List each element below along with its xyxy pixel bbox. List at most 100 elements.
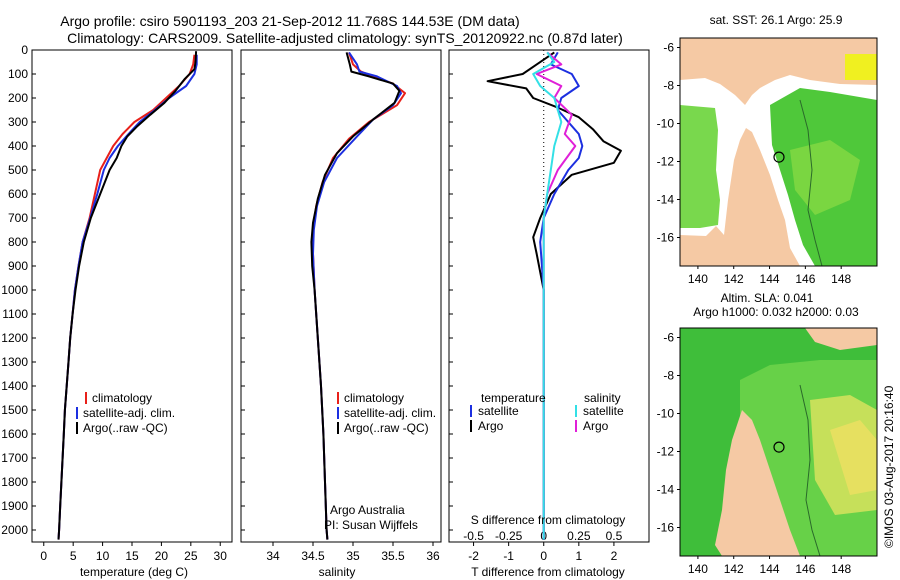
- temperature-line-climatology: [57, 54, 196, 540]
- map-lat-tick-label: -16: [657, 231, 675, 245]
- map-lat-tick-label: -10: [657, 117, 675, 131]
- map-lon-tick-label: 146: [795, 562, 815, 576]
- map-lon-tick-label: 148: [831, 272, 851, 286]
- sla-map-frame: [679, 327, 878, 557]
- map-lon-tick-label: 142: [724, 562, 744, 576]
- depth-tick-label: 1500: [1, 403, 28, 417]
- depth-tick-label: 300: [8, 115, 28, 129]
- s-difference-tick-label: 0.5: [606, 529, 623, 543]
- sst-patch-warm: [845, 54, 877, 80]
- map-lat-tick-label: -10: [657, 407, 675, 421]
- map-lat-tick-label: -14: [657, 483, 675, 497]
- sla-map: [680, 328, 877, 556]
- temperature-series: [57, 51, 198, 540]
- map-lon-tick-label: 148: [831, 562, 851, 576]
- difference-line-temperature-argo: [486, 51, 622, 540]
- legend-label-salinity-argo: Argo: [583, 419, 609, 433]
- sla-map-title-line1: Altim. SLA: 0.041: [721, 291, 814, 305]
- temperature-legend: climatology satellite-adj. clim. Argo(..…: [76, 391, 175, 435]
- map-lon-tick-label: 146: [795, 272, 815, 286]
- map-lat-tick-label: -6: [663, 41, 674, 55]
- depth-tick-label: 1000: [1, 283, 28, 297]
- difference-x-tick-label: 2: [611, 549, 618, 563]
- legend-label-argo: Argo(..raw -QC): [83, 421, 168, 435]
- depth-tick-label: 200: [8, 91, 28, 105]
- map-lat-tick-label: -12: [657, 155, 675, 169]
- map-lat-tick-label: -16: [657, 521, 675, 535]
- salinity-line-satellite-adj-clim-: [312, 51, 402, 540]
- map-lon-tick-label: 140: [688, 562, 708, 576]
- salinity-x-axis: 34 34.5 35 35.5 36: [266, 542, 440, 563]
- temperature-x-tick-label: 5: [70, 549, 77, 563]
- temperature-xlabel: temperature (deg C): [80, 565, 188, 579]
- figure-title-line2: Climatology: CARS2009. Satellite-adjuste…: [67, 30, 623, 46]
- salinity-x-tick-label: 35: [346, 549, 360, 563]
- land-cape-york: [715, 410, 800, 556]
- annotation-pi: PI: Susan Wijffels: [324, 518, 418, 532]
- s-difference-xlabel: S difference from climatology: [471, 513, 626, 527]
- depth-tick-label: 1300: [1, 355, 28, 369]
- salinity-xlabel: salinity: [319, 565, 356, 579]
- depth-tick-label: 1200: [1, 331, 28, 345]
- depth-tick-label: 0: [21, 43, 28, 57]
- legend-heading-temperature: temperature: [481, 391, 546, 405]
- legend-label-salinity-satellite: satellite: [583, 404, 624, 418]
- difference-x-tick-label: -2: [468, 549, 479, 563]
- difference-line-temperature-satellite: [539, 51, 584, 540]
- legend-label-argo: Argo(..raw -QC): [344, 421, 429, 435]
- sst-patch-west: [680, 105, 720, 228]
- salinity-legend: climatology satellite-adj. clim. Argo(..…: [337, 391, 436, 435]
- s-difference-tick-label: 0.25: [567, 529, 591, 543]
- map-lon-tick-label: 142: [724, 272, 744, 286]
- map-lon-tick-label: 144: [760, 272, 780, 286]
- difference-line-salinity-argo: [535, 51, 577, 540]
- map-lat-tick-label: -6: [663, 331, 674, 345]
- difference-x-tick-label: 1: [575, 549, 582, 563]
- depth-tick-label: 1400: [1, 379, 28, 393]
- map-lat-tick-label: -12: [657, 445, 675, 459]
- difference-panel-frame: [448, 49, 650, 543]
- bathymetry-contour: [799, 384, 821, 556]
- s-difference-tick-label: -0.5: [463, 529, 484, 543]
- temperature-x-tick-label: 0: [40, 549, 47, 563]
- bathymetry-contour: [799, 99, 823, 266]
- map-lat-tick-label: -8: [663, 79, 674, 93]
- temperature-x-tick-label: 30: [214, 549, 228, 563]
- depth-tick-label: 2000: [1, 523, 28, 537]
- depth-axis: 0 100 200 300 400 500 600 700 800 900 1000 1100 1200…: [1, 43, 453, 537]
- legend-label-climatology: climatology: [344, 391, 404, 405]
- depth-tick-label: 1600: [1, 427, 28, 441]
- map-lat-tick-label: -8: [663, 369, 674, 383]
- imos-credit: ©IMOS 03-Aug-2017 20:16:40: [882, 385, 896, 548]
- salinity-x-tick-label: 34: [266, 549, 280, 563]
- sst-map: [680, 38, 877, 266]
- t-difference-xlabel: T difference from climatology: [471, 565, 625, 579]
- temperature-x-tick-label: 15: [125, 549, 139, 563]
- figure-title-line1: Argo profile: csiro 5901193_203 21-Sep-2…: [60, 13, 519, 29]
- depth-tick-label: 400: [8, 139, 28, 153]
- legend-heading-salinity: salinity: [584, 391, 621, 405]
- legend-label-temperature-satellite: satellite: [478, 404, 519, 418]
- depth-tick-label: 1100: [2, 307, 28, 321]
- difference-series: [486, 50, 622, 542]
- argo-position-marker: [773, 151, 785, 163]
- depth-tick-label: 1800: [1, 475, 28, 489]
- legend-label-satellite: satellite-adj. clim.: [344, 406, 436, 420]
- difference-x-tick-label: 0: [540, 549, 547, 563]
- map-lat-tick-label: -14: [657, 193, 675, 207]
- depth-tick-label: 500: [8, 163, 28, 177]
- salinity-x-tick-label: 35.5: [381, 549, 405, 563]
- legend-label-satellite: satellite-adj. clim.: [83, 406, 175, 420]
- land-north: [805, 328, 877, 350]
- temperature-x-tick-label: 10: [96, 549, 110, 563]
- difference-line-salinity-satellite: [532, 51, 563, 540]
- sla-map-axes: 140 142 144 146 148 -6 -8 -10 -12 -14 -16: [657, 331, 852, 577]
- legend-label-temperature-argo: Argo: [478, 419, 504, 433]
- temperature-line-argo-raw-qc-: [57, 51, 198, 540]
- depth-tick-label: 600: [8, 187, 28, 201]
- sst-map-title: sat. SST: 26.1 Argo: 25.9: [710, 13, 843, 27]
- depth-tick-label: 800: [8, 235, 28, 249]
- sla-map-title-line2: Argo h1000: 0.032 h2000: 0.03: [693, 305, 859, 319]
- salinity-x-tick-label: 34.5: [301, 549, 325, 563]
